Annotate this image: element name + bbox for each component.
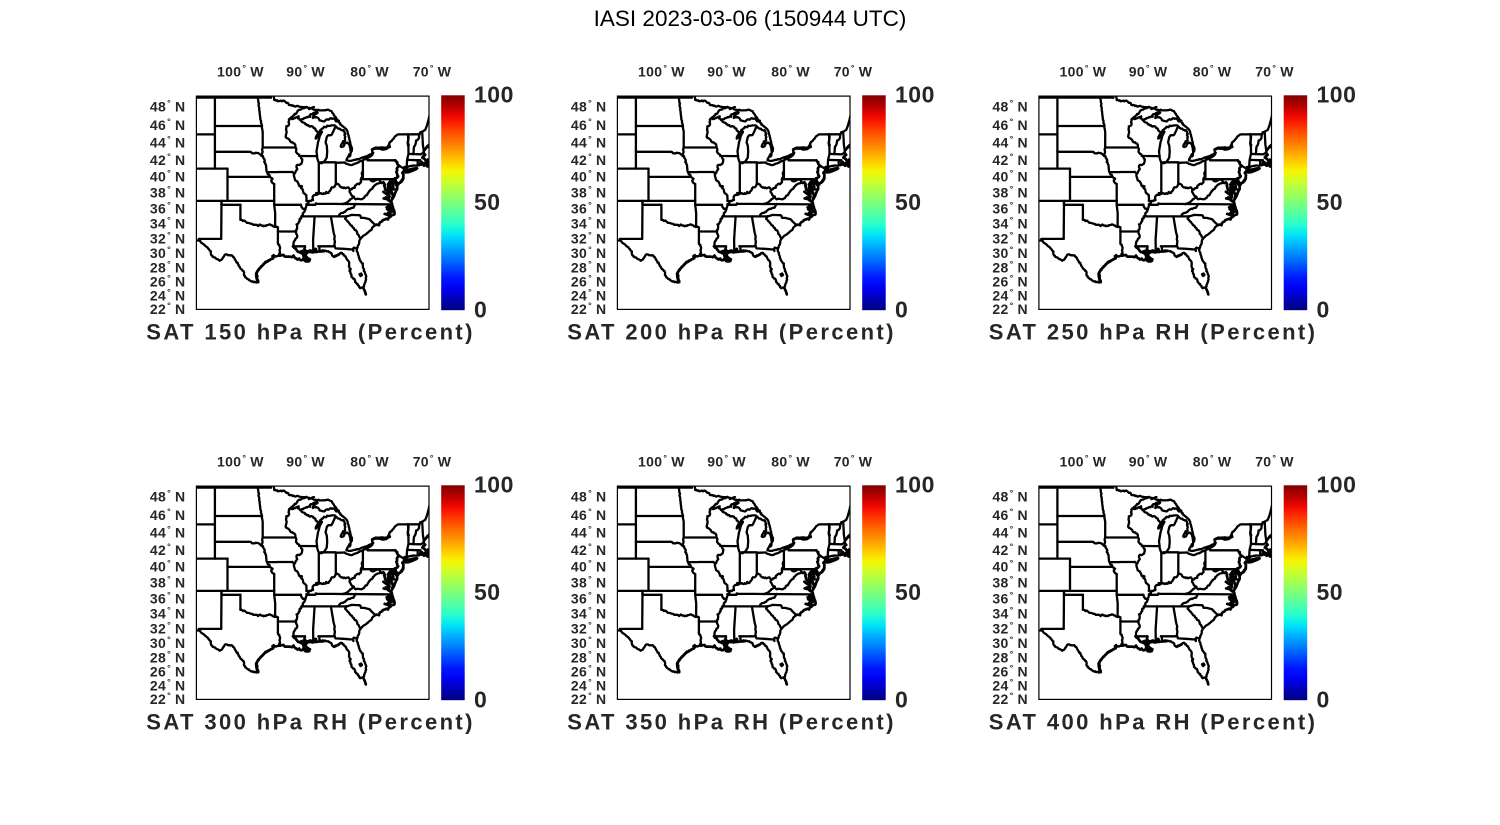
svg-text:SAT 350 hPa RH (Percent): SAT 350 hPa RH (Percent): [567, 710, 896, 735]
svg-text:SAT 150 hPa RH (Percent): SAT 150 hPa RH (Percent): [146, 320, 475, 345]
svg-text:SAT 200 hPa RH (Percent): SAT 200 hPa RH (Percent): [567, 320, 896, 345]
svg-text:SAT 300 hPa RH (Percent): SAT 300 hPa RH (Percent): [146, 710, 475, 735]
svg-text:SAT 250 hPa RH (Percent): SAT 250 hPa RH (Percent): [989, 320, 1318, 345]
svg-text:IASI 2023-03-06 (150944 UTC): IASI 2023-03-06 (150944 UTC): [594, 6, 907, 31]
svg-text:SAT 400 hPa RH (Percent): SAT 400 hPa RH (Percent): [989, 710, 1318, 735]
